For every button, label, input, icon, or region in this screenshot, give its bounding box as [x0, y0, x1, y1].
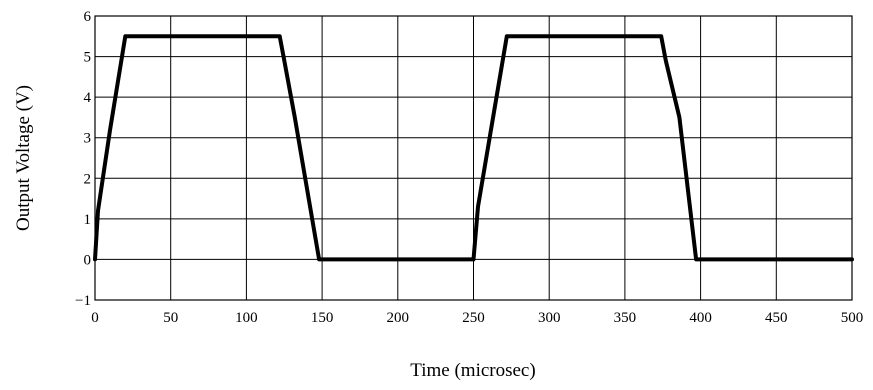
series-line	[93, 34, 854, 262]
x-tick-label: 250	[462, 310, 485, 326]
y-tick-label: −1	[75, 293, 91, 309]
y-tick-label: 2	[84, 171, 92, 187]
x-tick-label: 450	[765, 310, 788, 326]
x-tick-label: 500	[841, 310, 864, 326]
y-axis-label: Output Voltage (V)	[13, 85, 34, 231]
y-tick-label: 0	[84, 252, 92, 268]
y-tick-label: 5	[84, 50, 92, 66]
series-lines	[93, 34, 854, 262]
x-tick-labels: 0 50 100 150 200 250 300 350 400 450 500	[91, 310, 863, 326]
x-tick-label: 200	[387, 310, 410, 326]
x-tick-label: 400	[689, 310, 712, 326]
x-tick-label: 350	[614, 310, 637, 326]
y-tick-label: 3	[84, 131, 92, 147]
x-tick-label: 0	[91, 310, 99, 326]
y-tick-label: 1	[84, 212, 92, 228]
x-tick-label: 100	[235, 310, 258, 326]
y-tick-label: 4	[84, 90, 92, 106]
y-tick-labels: −1 0 1 2 3 4 5 6	[75, 9, 91, 309]
y-tick-label: 6	[84, 9, 92, 25]
x-tick-label: 50	[163, 310, 178, 326]
x-tick-label: 150	[311, 310, 334, 326]
plot-frame	[94, 15, 853, 301]
x-tick-label: 300	[538, 310, 561, 326]
x-axis-label: Time (microsec)	[410, 360, 535, 381]
